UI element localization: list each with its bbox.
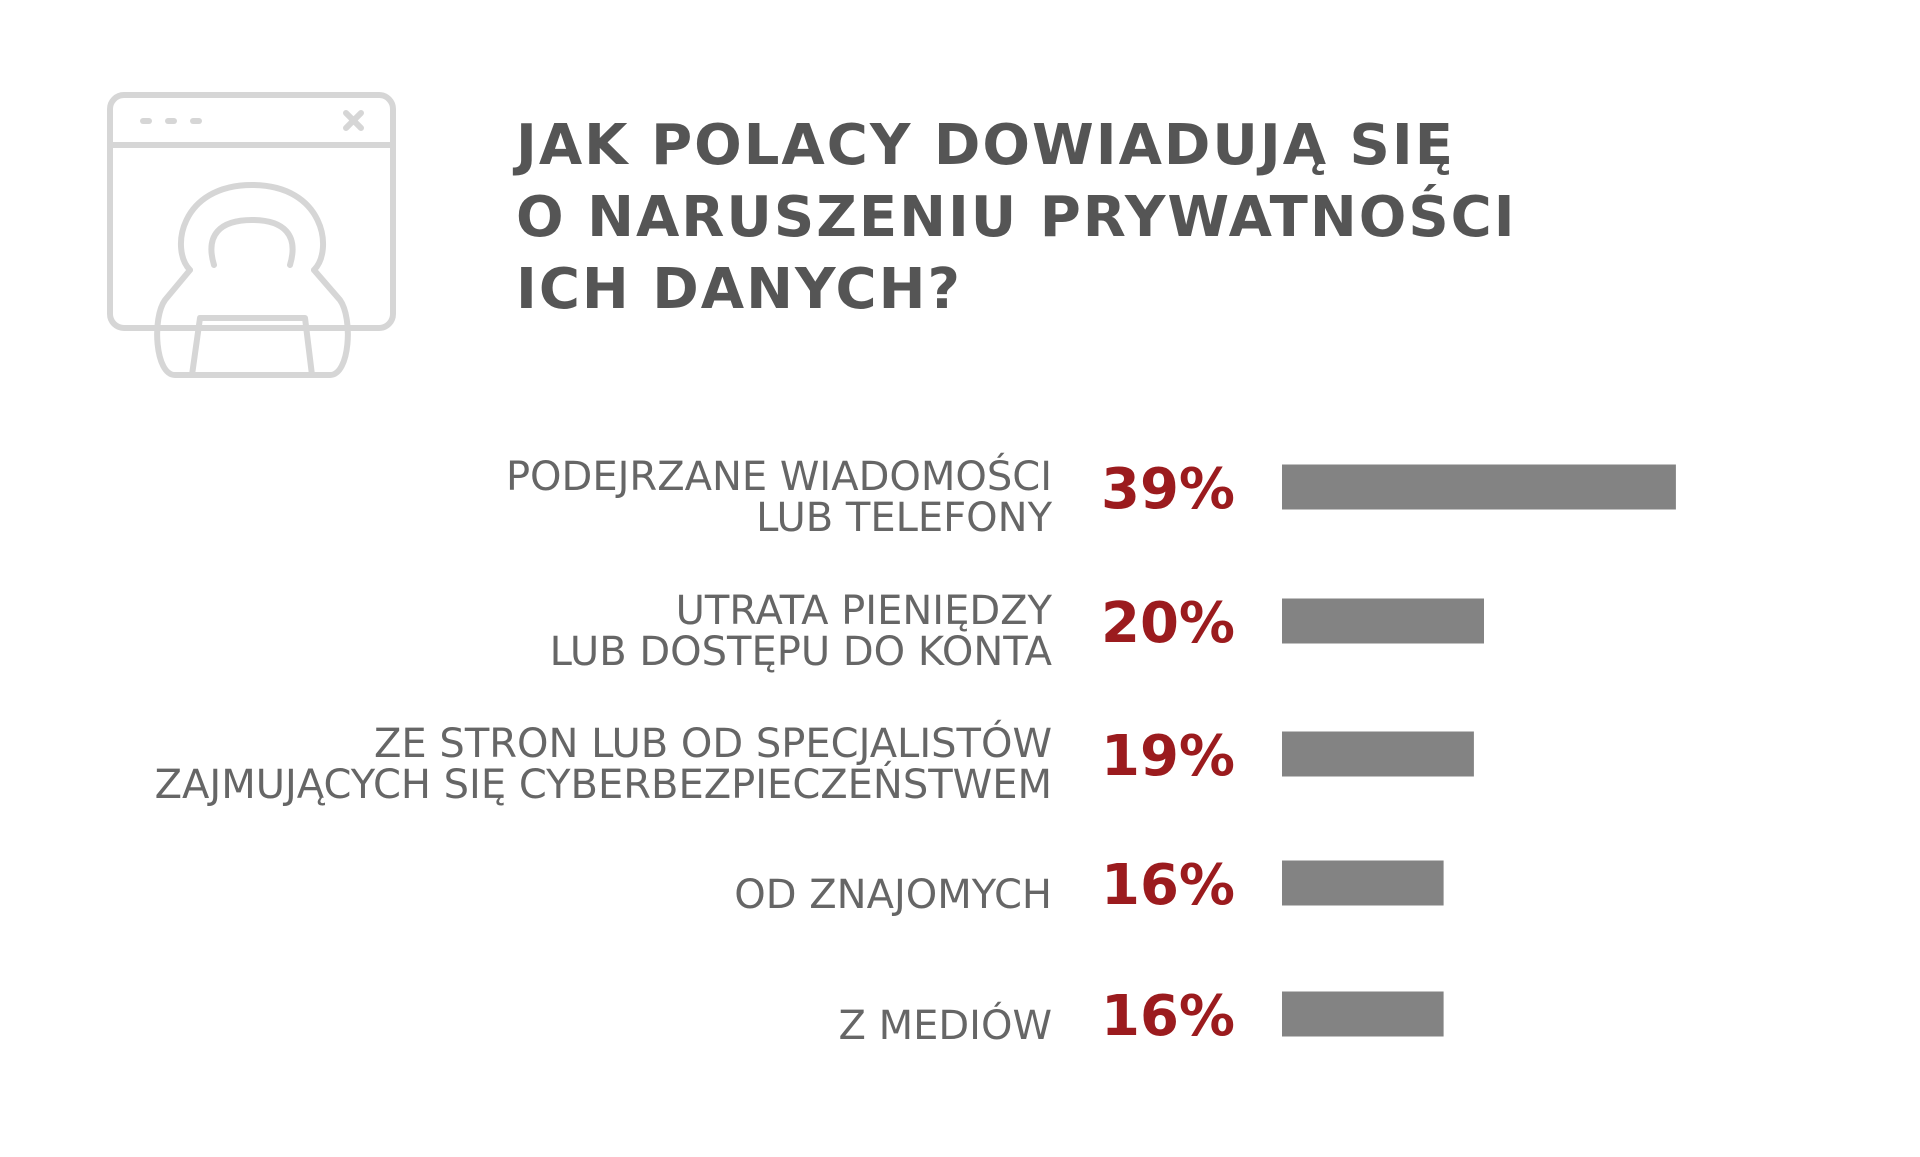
- value-label: 16%: [1101, 853, 1235, 918]
- hacker-icon: [107, 92, 396, 378]
- category-label: LUB TELEFONY: [756, 495, 1052, 541]
- value-label: 19%: [1101, 724, 1235, 789]
- category-label: ZAJMUJĄCYCH SIĘ CYBERBEZPIECZEŃSTWEM: [155, 760, 1052, 808]
- value-label: 20%: [1101, 591, 1235, 656]
- bar: [1282, 991, 1444, 1037]
- category-label: UTRATA PIENIĘDZY: [676, 588, 1053, 634]
- category-label: LUB DOSTĘPU DO KONTA: [550, 629, 1053, 675]
- bar: [1282, 464, 1676, 510]
- chart-title: O NARUSZENIU PRYWATNOŚCI: [516, 185, 1517, 250]
- category-label: PODEJRZANE WIADOMOŚCI: [506, 452, 1052, 500]
- category-label: ZE STRON LUB OD SPECJALISTÓW: [374, 719, 1052, 767]
- chart-title: JAK POLACY DOWIADUJĄ SIĘ: [512, 113, 1455, 178]
- value-label: 16%: [1101, 984, 1235, 1049]
- category-label: Z MEDIÓW: [838, 1001, 1052, 1049]
- bar: [1282, 731, 1474, 777]
- category-label: OD ZNAJOMYCH: [734, 872, 1052, 918]
- value-label: 39%: [1101, 457, 1235, 522]
- bar: [1282, 598, 1484, 644]
- chart-title: ICH DANYCH?: [516, 257, 962, 322]
- bar: [1282, 860, 1444, 906]
